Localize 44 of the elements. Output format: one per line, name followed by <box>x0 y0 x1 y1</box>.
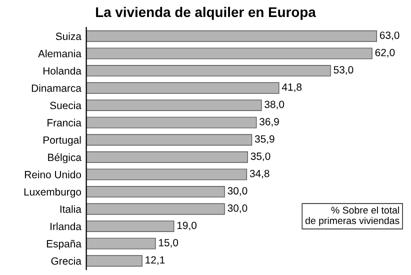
bar <box>86 65 331 76</box>
data-label: 62,0 <box>375 48 395 58</box>
y-tick-label: Portugal <box>44 136 81 146</box>
data-label: 19,0 <box>177 222 197 230</box>
data-label: 53,0 <box>334 66 354 75</box>
data-label: 12,1 <box>146 256 165 265</box>
data-label: 38,0 <box>264 100 284 110</box>
data-label: 30,0 <box>228 187 248 196</box>
chart-title: La vivienda de alquiler en Europa <box>96 6 316 20</box>
y-tick-label: Holanda <box>44 66 82 75</box>
bar <box>86 186 225 198</box>
y-tick-label: Suiza <box>56 32 82 40</box>
data-label: 41,8 <box>282 83 302 92</box>
y-tick-label: Francia <box>48 118 82 126</box>
data-label: 63,0 <box>380 32 400 40</box>
bar <box>86 168 248 180</box>
bar <box>86 48 372 60</box>
bar <box>86 220 174 232</box>
bar <box>86 238 156 250</box>
data-label: 15,0 <box>159 238 178 248</box>
y-tick-label: Reino Unido <box>24 170 82 178</box>
y-tick-label: Luxemburgo <box>24 188 82 198</box>
y-tick-label: Bélgica <box>48 153 82 164</box>
bar <box>86 116 257 128</box>
data-label: 30,0 <box>228 204 248 214</box>
y-tick-label: Grecia <box>51 257 82 265</box>
bar <box>86 151 248 163</box>
y-tick-label: Suecia <box>50 102 82 110</box>
bar <box>86 134 252 146</box>
data-label: 35,0 <box>250 152 270 162</box>
data-label: 36,9 <box>260 118 279 127</box>
data-label: 34,8 <box>250 170 270 178</box>
y-tick-label: España <box>46 240 82 250</box>
bar <box>86 100 262 111</box>
annotation: % Sobre el total de primeras viviendas <box>305 206 400 226</box>
bar <box>86 82 280 94</box>
data-label: 35,9 <box>254 135 274 144</box>
bar <box>86 255 142 267</box>
y-tick-label: Alemania <box>38 50 82 58</box>
bar <box>86 30 377 42</box>
y-tick-label: Italia <box>60 205 82 213</box>
y-tick-label: Dinamarca <box>32 84 82 92</box>
bar <box>86 203 225 215</box>
y-tick-label: Irlanda <box>50 222 82 230</box>
